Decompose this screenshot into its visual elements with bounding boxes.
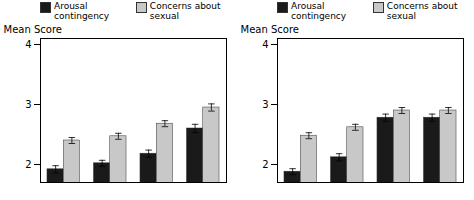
- svg-text:2: 2: [262, 159, 268, 170]
- svg-text:4: 4: [262, 39, 268, 50]
- html-text:Arousal contingency: Arousal contingency: [54, 1, 110, 21]
- svg-text:Mean Score: Mean Score: [4, 24, 62, 35]
- svg-text:Mean Score: Mean Score: [241, 24, 299, 35]
- svg-text:2: 2: [25, 159, 31, 170]
- svg-text:4: 4: [25, 39, 31, 50]
- html-text:Concerns about sexual function: Concerns about sexual function: [386, 1, 458, 31]
- svg-text:3: 3: [262, 99, 268, 110]
- svg-text:3: 3: [25, 99, 31, 110]
- html-text:Concerns about sexual function: Concerns about sexual function: [149, 1, 221, 31]
- html-text:Arousal contingency: Arousal contingency: [291, 1, 347, 21]
